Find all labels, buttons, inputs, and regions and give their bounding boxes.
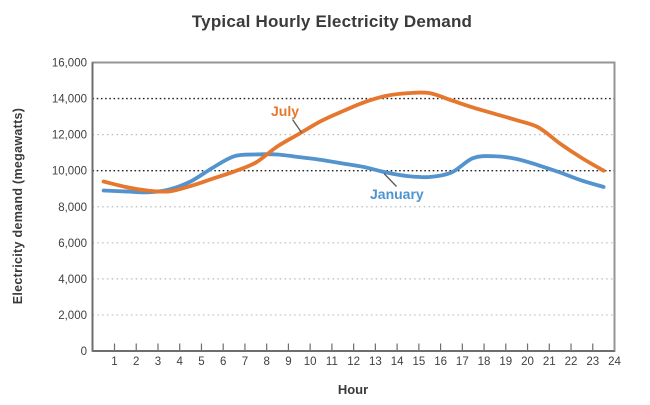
series-line-july — [101, 90, 606, 194]
y-tick-label: 8,000 — [58, 202, 87, 214]
x-tick-label: 19 — [499, 356, 512, 368]
chart-title: Typical Hourly Electricity Demand — [191, 12, 473, 31]
y-tick-label: 6,000 — [58, 238, 87, 250]
x-tick-label: 15 — [412, 356, 425, 368]
x-tick-label: 22 — [565, 356, 578, 368]
x-tick-label: 17 — [456, 356, 469, 368]
x-tick-label: 5 — [198, 356, 204, 368]
y-tick-label: 4,000 — [58, 274, 87, 286]
x-tick-label: 7 — [242, 356, 248, 368]
x-tick-label: 2 — [133, 356, 139, 368]
x-tick-label: 1 — [111, 356, 117, 368]
x-tick-label: 12 — [347, 356, 360, 368]
x-tick-label: 6 — [220, 356, 226, 368]
x-tick-label: 13 — [369, 356, 382, 368]
series-label-january: January — [370, 186, 424, 202]
y-tick-label: 16,000 — [52, 58, 87, 70]
x-tick-label: 20 — [521, 356, 534, 368]
x-tick-label: 16 — [434, 356, 447, 368]
july-leader-line — [291, 119, 303, 133]
y-tick-label: 2,000 — [58, 310, 87, 322]
x-tick-label: 24 — [608, 356, 621, 368]
x-tick-label: 11 — [326, 356, 338, 368]
january-leader-line — [383, 173, 397, 187]
x-tick-label: 3 — [155, 356, 161, 368]
y-tick-label: 14,000 — [52, 94, 87, 106]
x-tick-label: 10 — [304, 356, 317, 368]
x-tick-label: 4 — [177, 356, 184, 368]
x-tick-label: 23 — [586, 356, 599, 368]
series-label-july: July — [271, 103, 300, 119]
x-tick-label: 21 — [543, 356, 556, 368]
x-tick-label: 9 — [285, 356, 291, 368]
y-tick-label: 0 — [81, 346, 87, 358]
x-axis-title: Hour — [337, 382, 369, 397]
y-tick-label: 10,000 — [52, 166, 87, 178]
x-tick-label: 14 — [391, 356, 404, 368]
series-line-january — [101, 152, 606, 195]
x-tick-label: 18 — [478, 356, 491, 368]
x-tick-label: 8 — [263, 356, 269, 368]
y-tick-label: 12,000 — [52, 130, 87, 142]
